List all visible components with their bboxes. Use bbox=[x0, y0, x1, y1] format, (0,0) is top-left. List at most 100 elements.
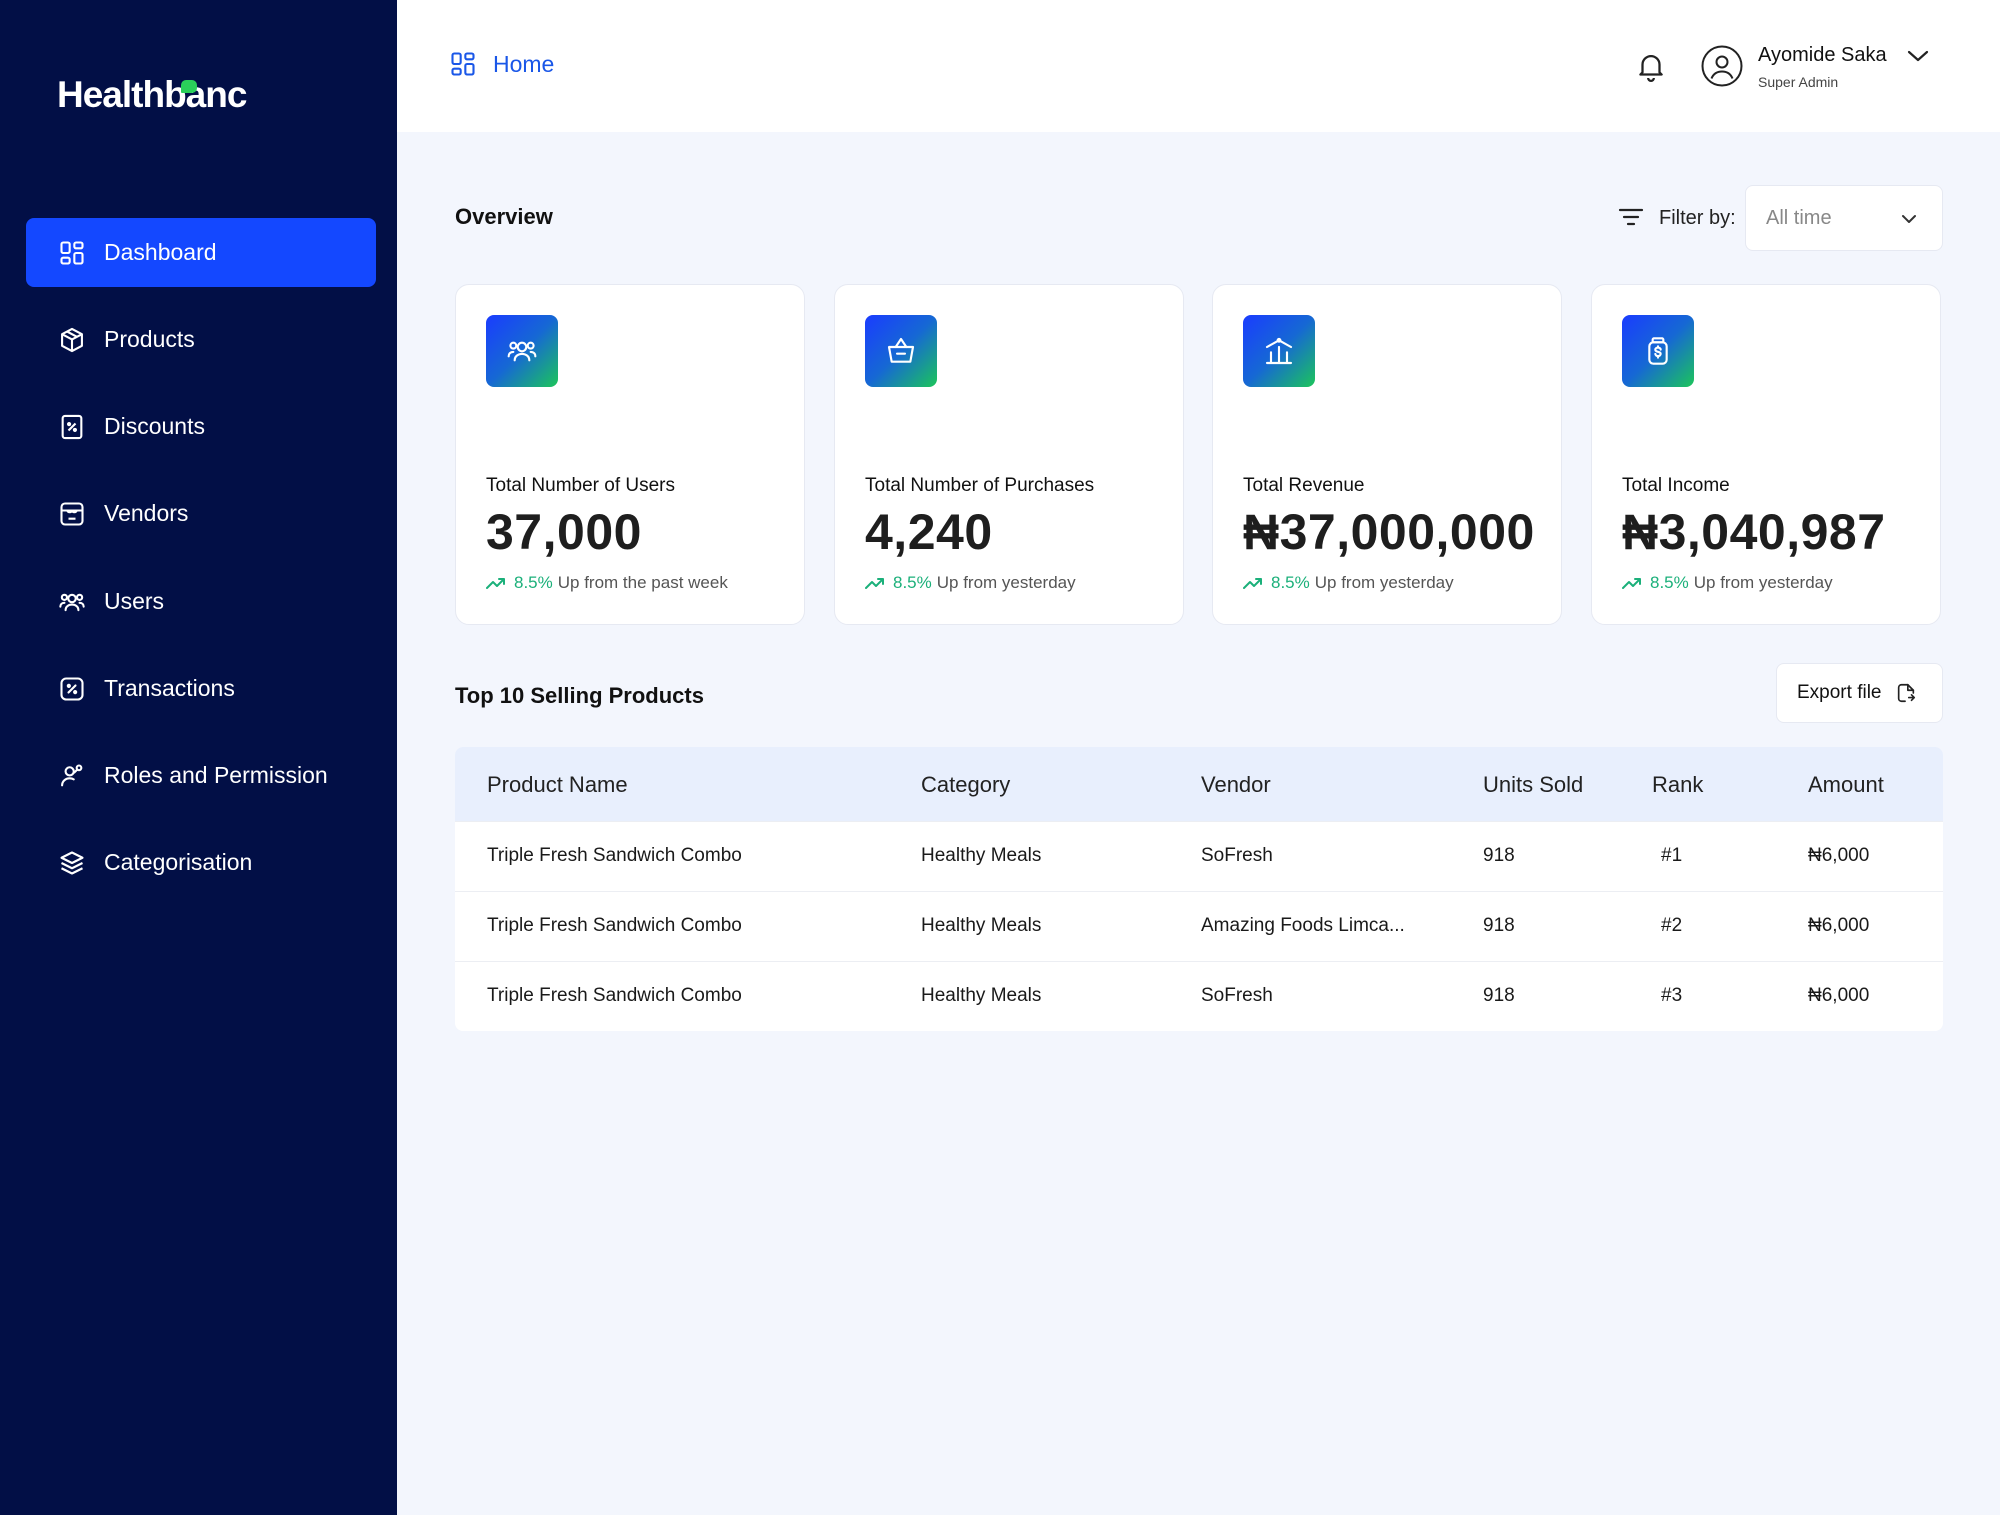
table-row[interactable]: Triple Fresh Sandwich Combo Healthy Meal… bbox=[455, 961, 1943, 1031]
stat-trend-pct: 8.5% bbox=[1271, 573, 1310, 592]
table-row[interactable]: Triple Fresh Sandwich Combo Healthy Meal… bbox=[455, 891, 1943, 961]
stat-trend-text: Up from yesterday bbox=[1314, 573, 1454, 592]
cell-category: Healthy Meals bbox=[921, 985, 1042, 1006]
chevron-down-icon bbox=[1902, 215, 1916, 223]
overview-title: Overview bbox=[455, 204, 553, 229]
stat-card-purchases: Total Number of Purchases 4,240 8.5% Up … bbox=[834, 284, 1184, 625]
trend-up-icon bbox=[1622, 578, 1641, 589]
sidebar-item-dashboard[interactable]: Dashboard bbox=[26, 218, 376, 287]
stat-trend-pct: 8.5% bbox=[1650, 573, 1689, 592]
stat-trend-text: Up from yesterday bbox=[936, 573, 1076, 592]
grid-icon bbox=[449, 50, 493, 78]
top-header: Home Ayomide Saka Super Admin bbox=[397, 0, 2000, 132]
cell-vendor: Amazing Foods Limca... bbox=[1201, 915, 1405, 936]
sidebar-item-discounts[interactable]: Discounts bbox=[26, 392, 376, 461]
user-role: Super Admin bbox=[1758, 74, 1839, 90]
stat-label: Total Number of Purchases bbox=[865, 475, 1095, 496]
sidebar-item-vendors[interactable]: Vendors bbox=[26, 479, 376, 548]
cell-amount: ₦6,000 bbox=[1808, 915, 1870, 936]
column-header[interactable]: Vendor bbox=[1201, 772, 1271, 797]
cell-rank: #2 bbox=[1661, 915, 1683, 936]
export-icon bbox=[1898, 683, 1916, 703]
stat-trend: 8.5% Up from yesterday bbox=[1622, 573, 1833, 593]
transaction-icon bbox=[58, 675, 86, 703]
money-jar-icon bbox=[1622, 315, 1694, 387]
sidebar: Healthbanc Dashboard Products Discounts … bbox=[0, 0, 397, 1515]
cell-units-sold: 918 bbox=[1483, 915, 1515, 936]
column-header[interactable]: Units Sold bbox=[1483, 772, 1584, 797]
brand-name: Healthbanc bbox=[57, 74, 247, 115]
cell-amount: ₦6,000 bbox=[1808, 845, 1870, 866]
cell-units-sold: 918 bbox=[1483, 845, 1515, 866]
stat-trend-text: Up from the past week bbox=[557, 573, 728, 592]
stat-value: 4,240 bbox=[865, 504, 993, 560]
sidebar-item-label: Discounts bbox=[104, 413, 205, 439]
sidebar-item-label: Users bbox=[104, 588, 165, 614]
sidebar-item-label: Roles and Permission bbox=[104, 762, 328, 788]
box-icon bbox=[58, 326, 86, 354]
sidebar-item-label: Vendors bbox=[104, 500, 189, 526]
cell-vendor: SoFresh bbox=[1201, 845, 1273, 866]
time-filter-select[interactable]: All time bbox=[1745, 185, 1943, 251]
cell-vendor: SoFresh bbox=[1201, 985, 1273, 1006]
column-header[interactable]: Amount bbox=[1808, 772, 1884, 797]
column-header[interactable]: Product Name bbox=[487, 772, 628, 797]
sidebar-item-label: Categorisation bbox=[104, 849, 253, 875]
user-key-icon bbox=[58, 762, 86, 790]
cell-product-name: Triple Fresh Sandwich Combo bbox=[487, 915, 742, 936]
filter-label: Filter by: bbox=[1659, 207, 1736, 229]
grid-icon bbox=[58, 239, 86, 267]
top-products-title: Top 10 Selling Products bbox=[455, 683, 704, 708]
stat-trend: 8.5% Up from yesterday bbox=[1243, 573, 1454, 593]
brand-logo[interactable]: Healthbanc bbox=[57, 74, 247, 116]
sidebar-item-products[interactable]: Products bbox=[26, 305, 376, 374]
stat-trend: 8.5% Up from the past week bbox=[486, 573, 728, 593]
cell-product-name: Triple Fresh Sandwich Combo bbox=[487, 845, 742, 866]
stat-card-users: Total Number of Users 37,000 8.5% Up fro… bbox=[455, 284, 805, 625]
stat-label: Total Income bbox=[1622, 475, 1730, 496]
filter-value: All time bbox=[1766, 206, 1832, 229]
stat-value: ₦37,000,000 bbox=[1243, 504, 1535, 560]
trend-up-icon bbox=[865, 578, 884, 589]
bell-icon[interactable] bbox=[1634, 48, 1668, 84]
discount-tag-icon bbox=[58, 413, 86, 441]
cell-units-sold: 918 bbox=[1483, 985, 1515, 1006]
table-row[interactable]: Triple Fresh Sandwich Combo Healthy Meal… bbox=[455, 821, 1943, 891]
table-header: Product Name Category Vendor Units Sold … bbox=[455, 747, 1943, 821]
breadcrumb-home: Home bbox=[493, 50, 555, 77]
export-file-button[interactable]: Export file bbox=[1776, 663, 1943, 723]
sidebar-item-users[interactable]: Users bbox=[26, 567, 376, 636]
trend-up-icon bbox=[486, 578, 505, 589]
sidebar-item-categorisation[interactable]: Categorisation bbox=[26, 828, 376, 897]
user-name[interactable]: Ayomide Saka bbox=[1758, 44, 1887, 66]
sidebar-item-roles-and-permission[interactable]: Roles and Permission bbox=[26, 741, 376, 810]
column-header[interactable]: Category bbox=[921, 772, 1011, 797]
store-icon bbox=[58, 500, 86, 528]
export-label: Export file bbox=[1797, 682, 1882, 703]
stat-card-income: Total Income ₦3,040,987 8.5% Up from yes… bbox=[1591, 284, 1941, 625]
cell-product-name: Triple Fresh Sandwich Combo bbox=[487, 985, 742, 1006]
sidebar-item-label: Products bbox=[104, 326, 195, 352]
users-icon bbox=[58, 588, 86, 616]
stat-trend-pct: 8.5% bbox=[514, 573, 553, 592]
trend-up-icon bbox=[1243, 578, 1262, 589]
stat-card-revenue: Total Revenue ₦37,000,000 8.5% Up from y… bbox=[1212, 284, 1562, 625]
stat-value: 37,000 bbox=[486, 504, 642, 560]
sidebar-item-transactions[interactable]: Transactions bbox=[26, 654, 376, 723]
sidebar-item-label: Dashboard bbox=[104, 239, 217, 265]
stat-trend-pct: 8.5% bbox=[893, 573, 932, 592]
chevron-down-icon[interactable] bbox=[1906, 46, 1930, 66]
revenue-icon bbox=[1243, 315, 1315, 387]
logo-leaf-icon bbox=[181, 80, 197, 93]
top-products-table: Product Name Category Vendor Units Sold … bbox=[455, 747, 1943, 1031]
cell-category: Healthy Meals bbox=[921, 915, 1042, 936]
cell-category: Healthy Meals bbox=[921, 845, 1042, 866]
stat-label: Total Number of Users bbox=[486, 475, 676, 496]
cell-rank: #3 bbox=[1661, 985, 1683, 1006]
avatar[interactable] bbox=[1701, 45, 1743, 87]
column-header[interactable]: Rank bbox=[1652, 772, 1704, 797]
users-icon bbox=[486, 315, 558, 387]
filter-icon[interactable] bbox=[1618, 206, 1644, 228]
stat-trend-text: Up from yesterday bbox=[1693, 573, 1833, 592]
breadcrumb[interactable]: Home bbox=[449, 50, 554, 78]
